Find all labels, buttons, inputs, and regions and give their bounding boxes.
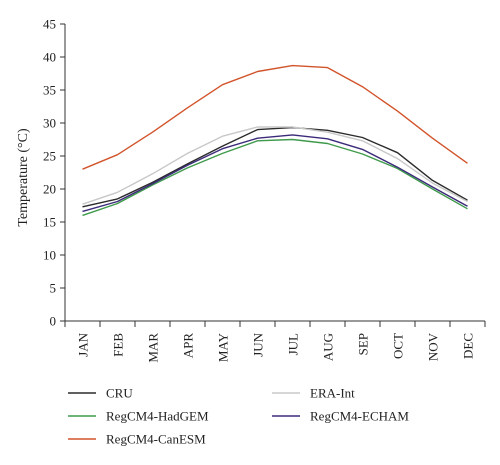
legend-item: RegCM4-ECHAM	[272, 409, 409, 424]
x-tick-label: NOV	[426, 332, 441, 361]
x-tick-label: MAY	[216, 332, 231, 362]
legend-item: ERA-Int	[272, 386, 355, 401]
y-tick-label: 5	[50, 281, 57, 296]
series-line-0	[82, 126, 468, 208]
x-tick-label: FEB	[111, 333, 126, 357]
series-line-4	[82, 64, 468, 170]
legend-item: RegCM4-CanESM	[68, 432, 206, 447]
legend-label: RegCM4-CanESM	[106, 432, 206, 447]
y-tick-label: 45	[43, 17, 56, 32]
x-tick-label: MAR	[146, 333, 161, 363]
legend-label: CRU	[106, 386, 133, 401]
legend-item: CRU	[68, 386, 133, 401]
y-tick-label: 30	[43, 116, 56, 131]
x-tick-label: JUL	[286, 333, 301, 355]
x-tick-label: AUG	[321, 333, 336, 361]
x-tick-label: DEC	[461, 333, 476, 359]
y-axis-label: Temperature (°C)	[16, 128, 31, 227]
y-tick-label: 20	[43, 182, 56, 197]
x-tick-label: OCT	[391, 333, 406, 359]
y-tick-label: 40	[43, 50, 56, 65]
legend: CRU ERA-Int RegCM4-HadGEM RegCM4-ECHAM RegCM…	[68, 386, 409, 447]
legend-label: RegCM4-HadGEM	[106, 409, 209, 424]
y-tick-label: 25	[43, 149, 56, 164]
legend-label: RegCM4-ECHAM	[310, 409, 409, 424]
series-line-1	[82, 126, 468, 205]
series-layer	[82, 64, 468, 217]
axes: 0 5 10 15 20 25 30 35 40 45 JAN FEB MAR APR MAY JUN JUL A…	[43, 17, 486, 363]
series-line-3	[82, 134, 468, 213]
x-tick-label: JUN	[251, 332, 266, 356]
y-tick-label: 35	[43, 83, 56, 98]
y-tick-label: 10	[43, 248, 56, 263]
x-tick-label: JAN	[76, 332, 91, 356]
legend-label: ERA-Int	[310, 386, 355, 401]
legend-item: RegCM4-HadGEM	[68, 409, 209, 424]
x-tick-label: SEP	[356, 333, 371, 355]
x-tick-label: APR	[181, 333, 196, 359]
y-tick-label: 0	[50, 314, 57, 329]
series-line-2	[82, 138, 468, 217]
y-tick-label: 15	[43, 215, 56, 230]
